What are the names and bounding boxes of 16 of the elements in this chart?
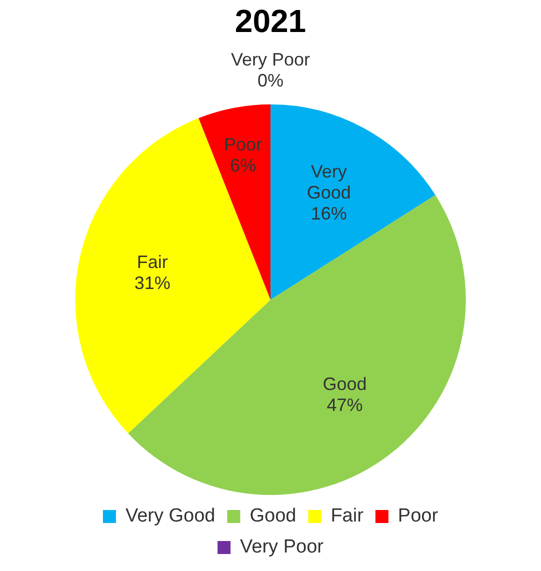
data-label: 47% <box>326 394 363 415</box>
slice-label: Fair <box>136 252 168 272</box>
legend-label: Very Good <box>125 506 216 527</box>
slice-label: Good <box>322 374 367 394</box>
text: 0% <box>257 70 284 91</box>
chart-title: 2021 <box>234 3 306 40</box>
slice-label: Poor <box>224 134 262 154</box>
legend-label: Good <box>250 506 296 527</box>
data-label: 31% <box>134 272 170 293</box>
data-label: 16% <box>310 204 347 224</box>
category-label: Very Poor <box>230 50 310 70</box>
legend-label: Poor <box>398 506 439 527</box>
slice-label: Very Good <box>306 162 351 203</box>
data-label: 6% <box>230 155 256 176</box>
legend-label: Fair <box>330 506 364 527</box>
legend-label: Very Poor <box>240 536 324 558</box>
